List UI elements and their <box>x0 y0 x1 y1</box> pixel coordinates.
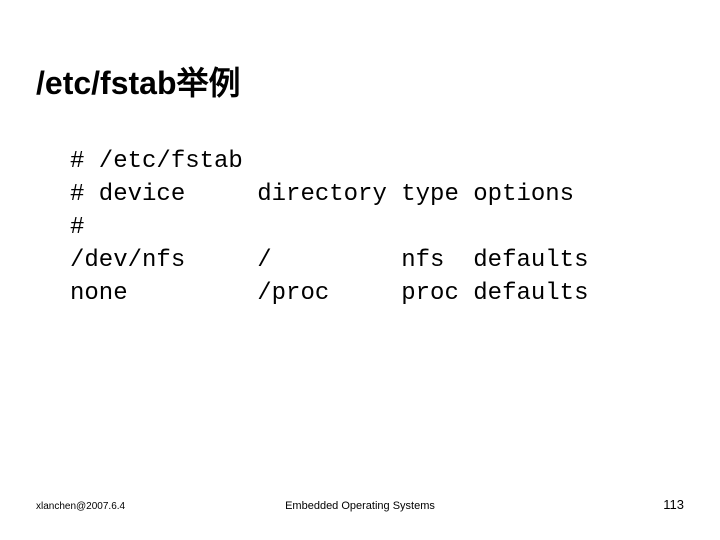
fstab-code-block: # /etc/fstab# device directory type opti… <box>70 145 588 310</box>
code-line: none /proc proc defaults <box>70 277 588 310</box>
code-line: # /etc/fstab <box>70 145 588 178</box>
code-line: /dev/nfs / nfs defaults <box>70 244 588 277</box>
slide-title: /etc/fstab举例 <box>36 58 241 104</box>
footer-page-number: 113 <box>663 497 684 512</box>
footer-subject: Embedded Operating Systems <box>0 500 720 512</box>
slide: /etc/fstab举例 # /etc/fstab# device direct… <box>0 0 720 540</box>
code-line: # device directory type options <box>70 178 588 211</box>
code-line: # <box>70 211 588 244</box>
